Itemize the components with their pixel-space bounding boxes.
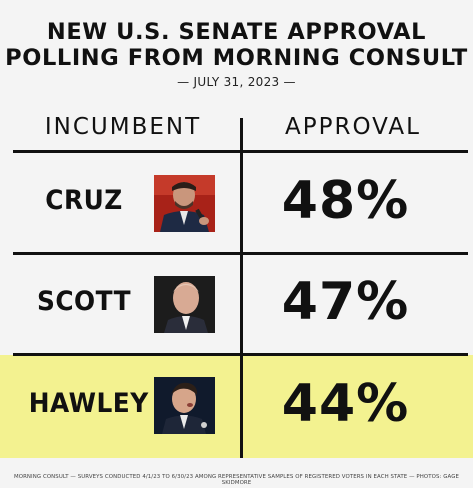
senator-name-hawley: HAWLEY — [28, 388, 149, 419]
approval-hawley: 44% — [281, 374, 410, 434]
title-line-2: POLLING FROM MORNING CONSULT — [5, 45, 468, 71]
hawley-photo — [154, 377, 215, 434]
approval-scott: 47% — [281, 272, 410, 332]
cruz-photo-image — [154, 175, 215, 232]
date-line: — JULY 31, 2023 — — [177, 75, 296, 89]
scott-photo — [154, 276, 215, 333]
title-line-1: NEW U.S. SENATE APPROVAL — [46, 19, 427, 45]
senator-name-scott: SCOTT — [36, 286, 131, 317]
cruz-photo — [154, 175, 215, 232]
hawley-photo-image — [154, 377, 215, 434]
approval-cruz: 48% — [281, 171, 410, 231]
footer-credits: MORNING CONSULT — SURVEYS CONDUCTED 4/1/… — [13, 474, 460, 486]
incumbent-header: INCUMBENT — [44, 114, 202, 140]
approval-header: APPROVAL — [285, 114, 421, 140]
scott-photo-image — [154, 276, 215, 333]
senator-name-cruz: CRUZ — [45, 185, 123, 216]
hawley-row-highlight — [0, 355, 473, 458]
column-divider — [240, 118, 243, 458]
